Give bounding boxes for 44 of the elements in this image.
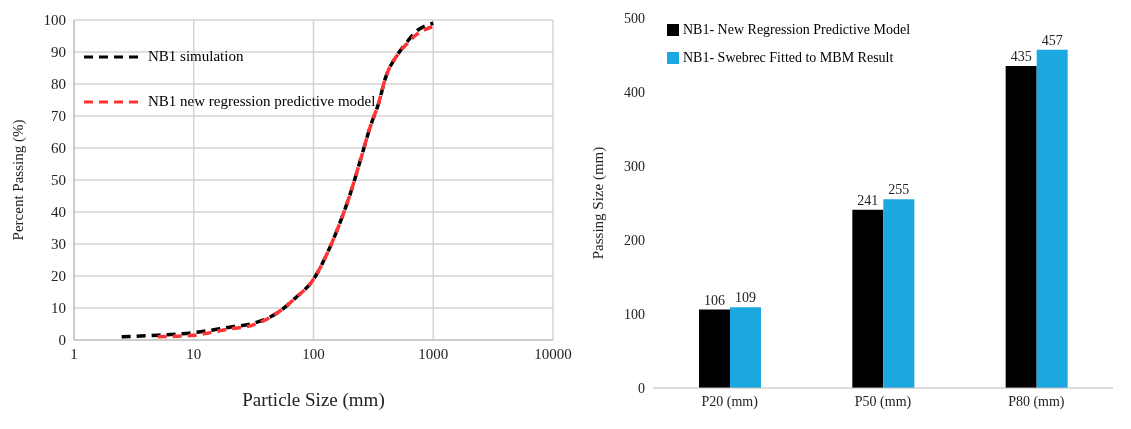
x-axis-title: Particle Size (mm) [242, 389, 385, 411]
y-tick-label: 100 [624, 306, 645, 322]
y-tick-label: 90 [51, 44, 66, 61]
y-tick-label: 200 [624, 232, 645, 248]
y-tick-label: 60 [51, 140, 66, 157]
legend-label: NB1 new regression predictive model [148, 93, 376, 110]
y-tick-label: 20 [51, 268, 66, 285]
x-tick-label: 10 [186, 345, 202, 362]
y-tick-label: 0 [638, 380, 645, 396]
x-tick-label: 1 [70, 345, 78, 362]
bar [852, 209, 884, 388]
y-axis-title: Passing Size (mm) [590, 146, 608, 260]
x-tick-label: P80 (mm) [1008, 393, 1065, 410]
x-tick-label: P20 (mm) [701, 393, 759, 410]
data-label: 255 [888, 182, 910, 198]
bar [1005, 66, 1037, 388]
legend-label: NB1- Swebrec Fitted to MBM Result [683, 50, 894, 66]
bar [699, 309, 730, 388]
y-tick-label: 30 [51, 236, 66, 253]
data-label: 241 [857, 192, 879, 208]
y-tick-label: 0 [58, 332, 66, 349]
x-tick-label: 10000 [534, 345, 572, 362]
legend-label: NB1- New Regression Predictive Model [683, 22, 911, 38]
y-tick-label: 50 [51, 172, 66, 189]
data-label: 109 [735, 290, 756, 306]
bar [883, 199, 915, 388]
data-label: 457 [1041, 32, 1063, 48]
x-tick-label: P50 (mm) [854, 393, 912, 410]
bar [1036, 49, 1068, 388]
y-axis-title: Percent Passing (%) [10, 119, 28, 241]
y-tick-label: 10 [51, 300, 66, 317]
bar [730, 307, 761, 388]
data-label: 435 [1010, 49, 1032, 65]
data-label: 106 [704, 292, 725, 308]
y-tick-label: 70 [51, 108, 66, 125]
y-tick-label: 100 [43, 12, 66, 29]
y-tick-label: 400 [624, 84, 645, 100]
y-tick-label: 80 [51, 76, 66, 93]
y-tick-label: 300 [624, 158, 645, 174]
y-tick-label: 500 [624, 10, 645, 26]
y-tick-label: 40 [51, 204, 66, 221]
x-tick-label: 1000 [418, 345, 449, 362]
legend-label: NB1 simulation [148, 48, 244, 65]
x-tick-label: 100 [302, 345, 325, 362]
